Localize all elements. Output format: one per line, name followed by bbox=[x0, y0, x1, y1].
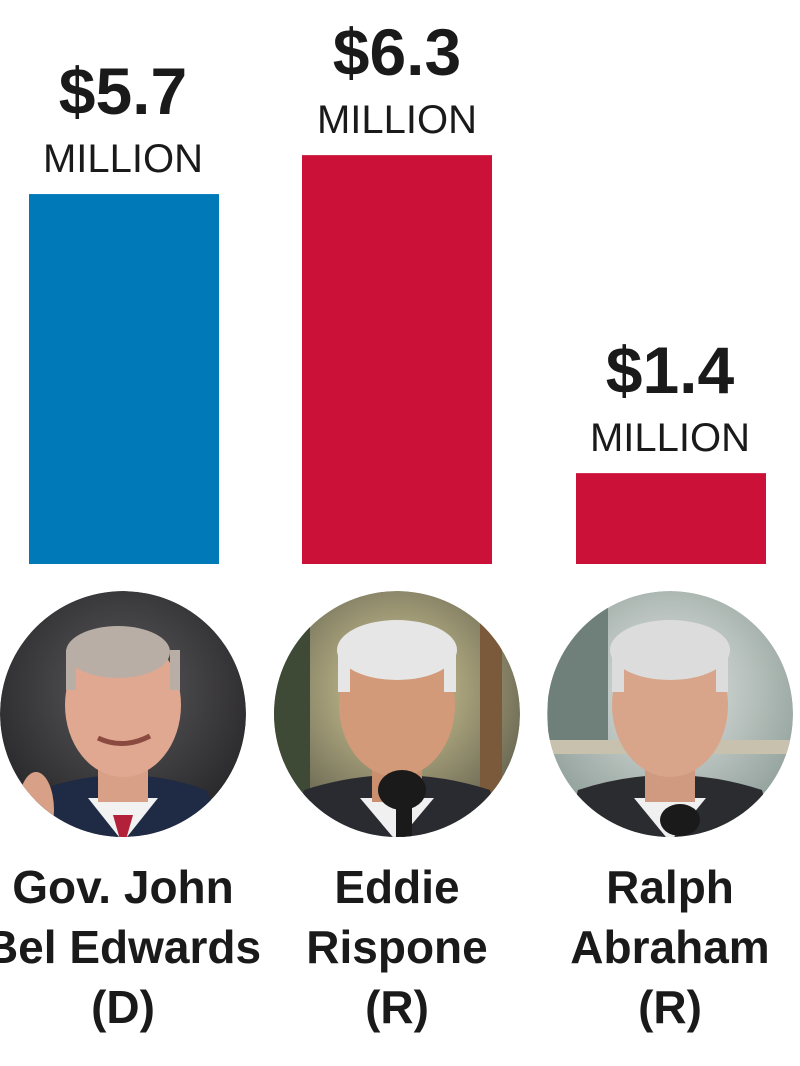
value-label-0: $5.7 bbox=[59, 54, 187, 128]
value-labels-group: $5.7 MILLION $6.3 MILLION $1.4 MILLION bbox=[43, 15, 750, 460]
unit-label-1: MILLION bbox=[317, 98, 477, 142]
candidate-name-1-line-1: Rispone bbox=[306, 921, 487, 973]
portrait-rispone bbox=[274, 591, 520, 837]
value-label-1: $6.3 bbox=[333, 15, 461, 89]
portrait-edwards bbox=[0, 591, 246, 837]
bars-group bbox=[29, 155, 766, 564]
bar-2 bbox=[576, 473, 766, 564]
bar-0 bbox=[29, 194, 219, 564]
unit-label-0: MILLION bbox=[43, 137, 203, 181]
candidate-name-2-line-2: (R) bbox=[638, 981, 702, 1033]
value-label-2: $1.4 bbox=[606, 333, 735, 407]
candidate-name-2-line-1: Abraham bbox=[570, 921, 769, 973]
candidate-name-0-line-2: (D) bbox=[91, 981, 155, 1033]
candidate-name-1-line-2: (R) bbox=[365, 981, 429, 1033]
candidate-name-2-line-0: Ralph bbox=[606, 861, 734, 913]
unit-label-2: MILLION bbox=[590, 416, 750, 460]
candidate-name-0-line-1: Bel Edwards bbox=[0, 921, 261, 973]
bar-1 bbox=[302, 155, 492, 564]
candidate-names-group: Gov. John Bel Edwards (D) Eddie Rispone (R) Ra… bbox=[0, 861, 770, 1033]
portrait-abraham bbox=[547, 591, 793, 837]
candidate-name-1-line-0: Eddie bbox=[334, 861, 459, 913]
candidate-name-0-line-0: Gov. John bbox=[12, 861, 234, 913]
